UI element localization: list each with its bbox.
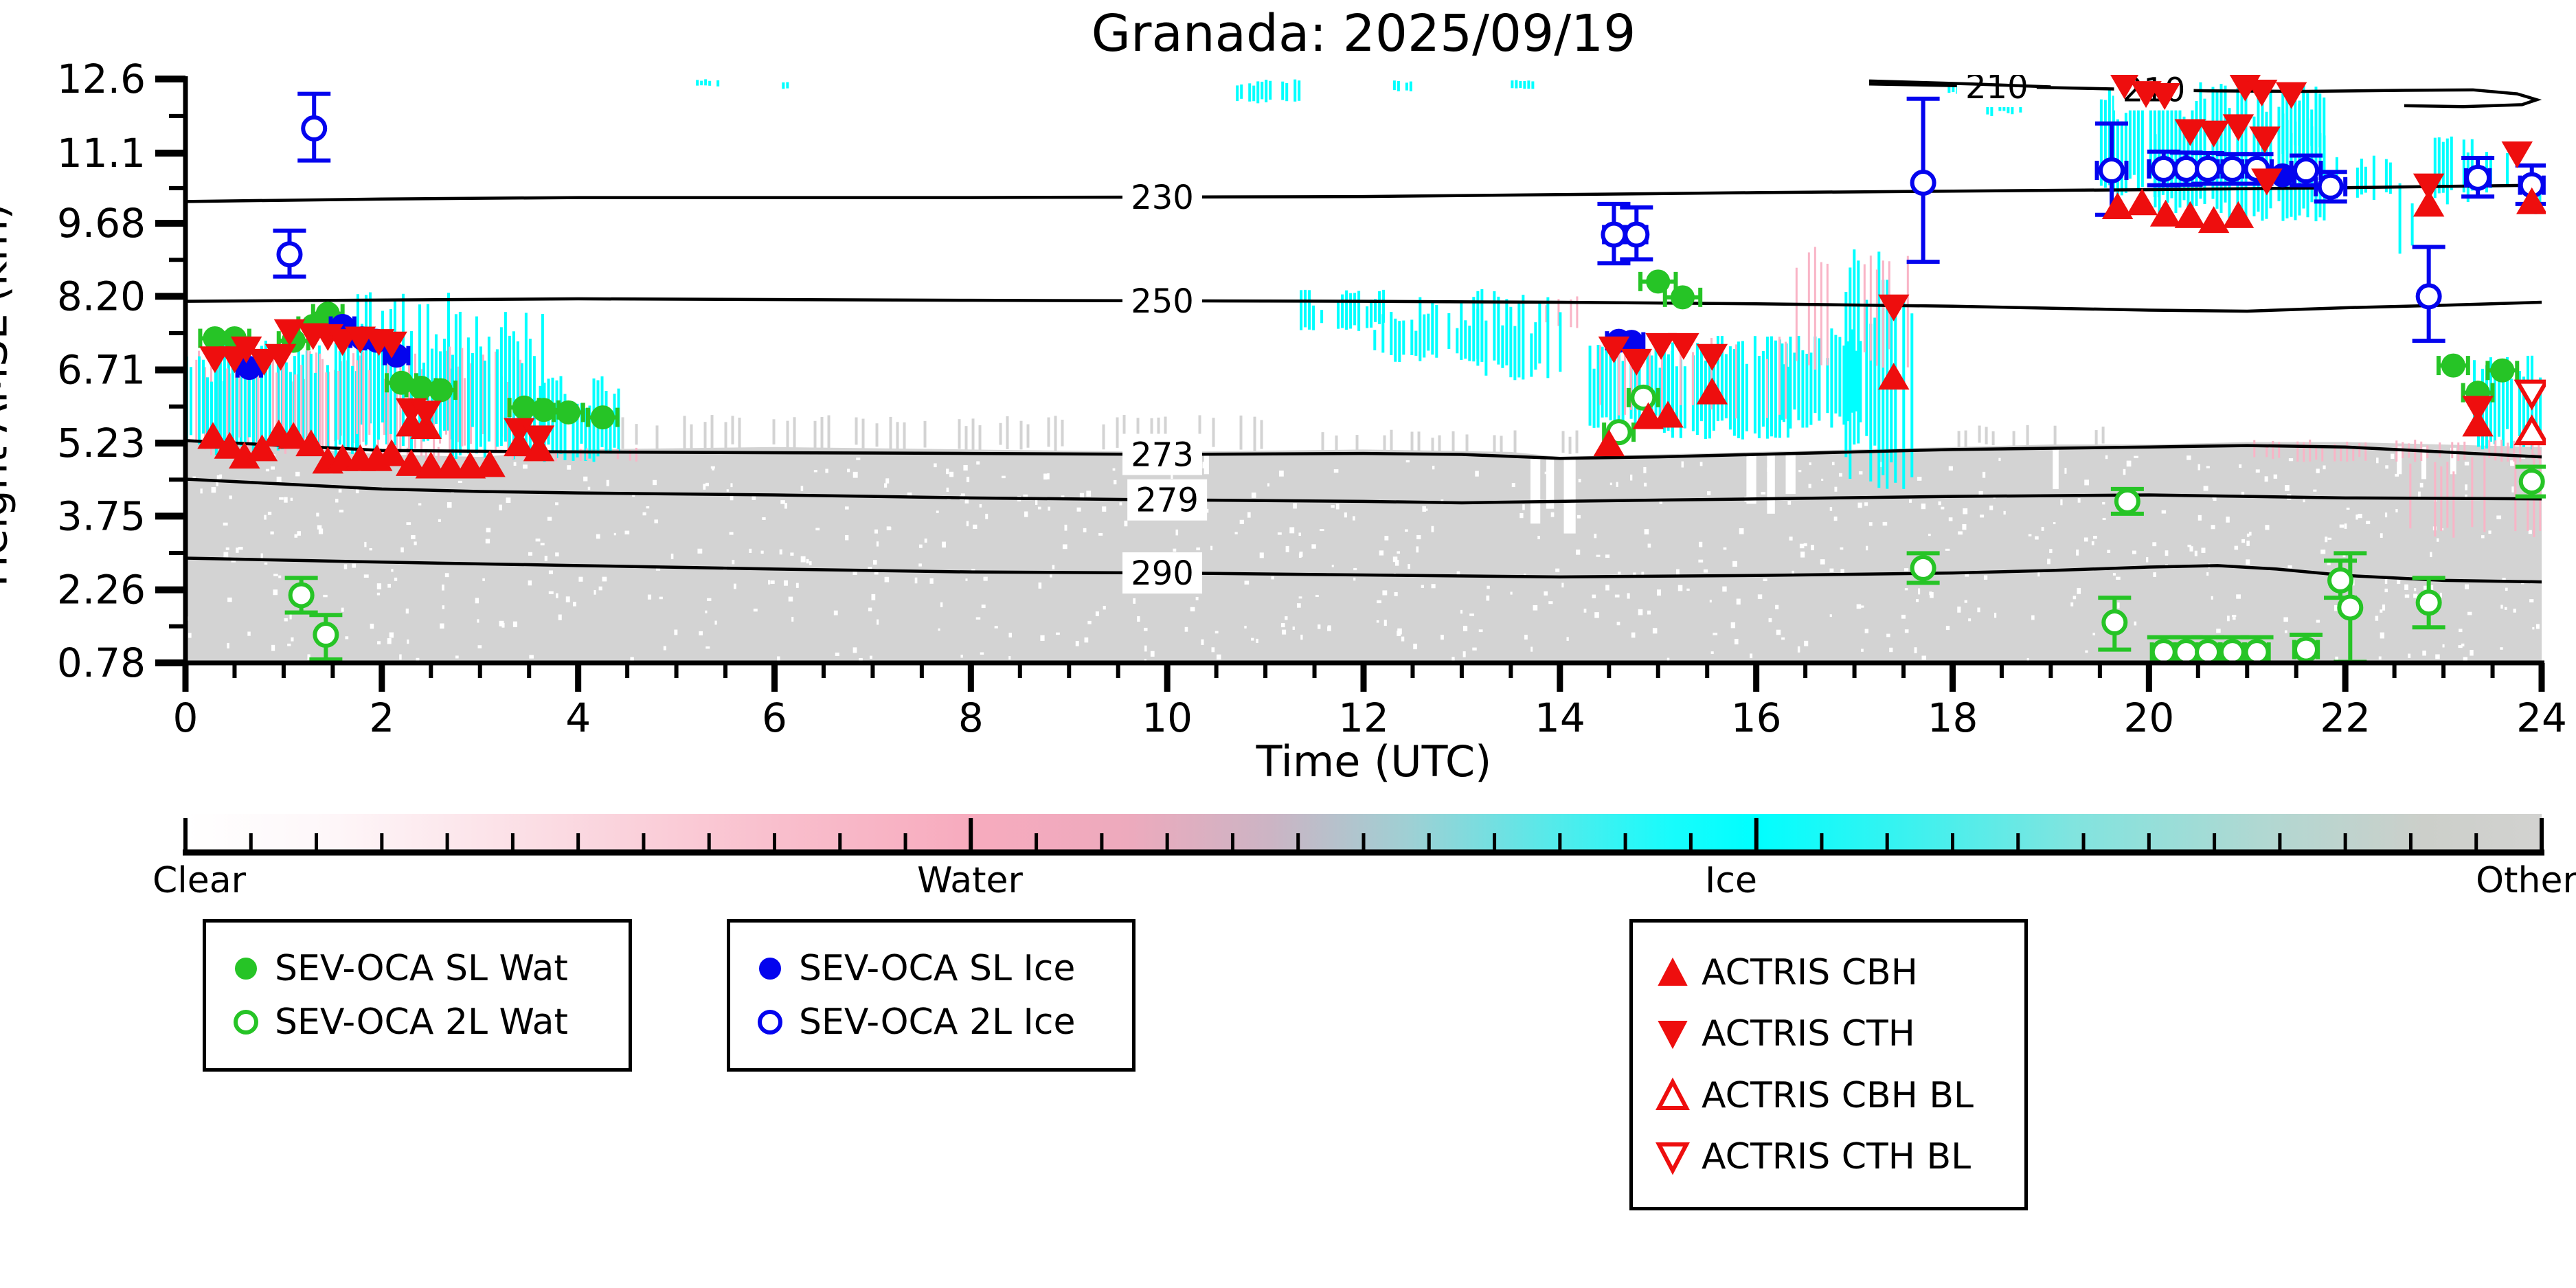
- y-tick-label: 3.75: [57, 493, 146, 539]
- colorbar: [183, 814, 2544, 856]
- circle-open-marker-icon: [234, 1010, 258, 1035]
- x-tick-label: 0: [173, 694, 199, 741]
- legend-item-actris-cbh: ACTRIS CBH: [1653, 942, 2004, 1004]
- y-tick-label: 6.71: [57, 347, 146, 394]
- legend-label: SEV-OCA SL Ice: [799, 948, 1076, 989]
- legend-item-actris-cth-bl: ACTRIS CTH BL: [1653, 1127, 2004, 1188]
- legend-label: ACTRIS CBH: [1702, 951, 1918, 993]
- triangle-filled-marker-icon: [1658, 1021, 1688, 1050]
- y-tick-label: 0.78: [57, 640, 146, 686]
- y-tick-label: 2.26: [57, 567, 146, 613]
- series-sev_oca_sl_wat: [198, 269, 2520, 430]
- colorbar-label-ice: Ice: [1705, 860, 1757, 901]
- triangle-open-marker-icon: [1656, 1077, 1690, 1110]
- x-tick-label: 2: [369, 694, 394, 741]
- y-tick-label: 8.20: [57, 273, 146, 319]
- y-tick-label: 12.6: [57, 56, 146, 102]
- triangle-filled-marker-icon: [1658, 957, 1688, 986]
- circle-filled-marker-icon: [759, 958, 781, 980]
- isotherm-279: [185, 477, 2542, 505]
- x-tick-label: 22: [2320, 694, 2371, 741]
- chart-title: Granada: 2025/09/19: [1091, 4, 1636, 63]
- class-other-region: [185, 439, 2542, 663]
- triangle-open-marker-icon: [1656, 1142, 1690, 1175]
- isotherm-210: [1868, 82, 2542, 109]
- contour-label-230: 230: [1131, 179, 1194, 217]
- series-actris_cth_bl: [2513, 379, 2546, 411]
- contour-label-210: 210: [1965, 68, 2029, 106]
- isotherm-aux: [1868, 79, 2051, 89]
- contour-label-290: 290: [1131, 554, 1194, 593]
- axes: 0 2 4 6 8 10 12 14 16 18 20 22 2412.611.19.688.206.7…: [57, 56, 2567, 741]
- legend-item-sev-oca-2l-wat: SEV-OCA 2L Wat: [227, 995, 608, 1049]
- legend-label: ACTRIS CTH: [1702, 1013, 1915, 1055]
- legend-item-sev-oca-sl-ice: SEV-OCA SL Ice: [751, 942, 1111, 995]
- isotherm-250: [185, 297, 2542, 313]
- legend-sev-oca-ice: SEV-OCA SL Ice SEV-OCA 2L Ice: [727, 919, 1136, 1072]
- circle-open-marker-icon: [758, 1010, 782, 1035]
- legend-item-actris-cth: ACTRIS CTH: [1653, 1004, 2004, 1065]
- plot-area: 210210230250273279290: [185, 68, 2546, 663]
- x-tick-label: 10: [1142, 694, 1193, 741]
- x-tick-label: 14: [1535, 694, 1585, 741]
- series-actris_cbh: [197, 187, 2546, 479]
- legend-label: SEV-OCA SL Wat: [275, 948, 568, 989]
- legend-actris: ACTRIS CBH ACTRIS CTH ACTRIS CBH BL ACTRIS …: [1629, 919, 2028, 1210]
- legend-label: ACTRIS CBH BL: [1702, 1074, 1974, 1116]
- colorbar-label-other: Other: [2476, 860, 2576, 901]
- x-tick-label: 18: [1928, 694, 1978, 741]
- legend-sev-oca-wat: SEV-OCA SL Wat SEV-OCA 2L Wat: [203, 919, 632, 1072]
- x-tick-label: 4: [565, 694, 591, 741]
- isotherm-230: [185, 183, 2542, 203]
- legend-label: SEV-OCA 2L Ice: [799, 1002, 1076, 1043]
- contour-label-273: 273: [1131, 436, 1194, 474]
- circle-filled-marker-icon: [235, 958, 257, 980]
- y-tick-label: 5.23: [57, 420, 146, 466]
- x-tick-label: 20: [2123, 694, 2174, 741]
- x-axis-label: Time (UTC): [1256, 736, 1492, 787]
- legend-item-actris-cbh-bl: ACTRIS CBH BL: [1653, 1065, 2004, 1127]
- series-actris_cbh_bl: [2513, 414, 2546, 446]
- colorbar-label-clear: Clear: [152, 860, 246, 901]
- x-tick-label: 16: [1731, 694, 1782, 741]
- legend-label: SEV-OCA 2L Wat: [275, 1002, 568, 1043]
- legend-label: ACTRIS CTH BL: [1702, 1136, 1971, 1178]
- x-tick-label: 6: [762, 694, 787, 741]
- contour-label-250: 250: [1131, 282, 1194, 321]
- legend-item-sev-oca-2l-ice: SEV-OCA 2L Ice: [751, 995, 1111, 1049]
- y-tick-label: 11.1: [57, 130, 146, 177]
- colorbar-label-water: Water: [917, 860, 1023, 901]
- isotherm-290: [185, 556, 2542, 584]
- x-tick-label: 12: [1338, 694, 1389, 741]
- y-tick-label: 9.68: [57, 200, 146, 247]
- x-tick-label: 8: [958, 694, 984, 741]
- legend-item-sev-oca-sl-wat: SEV-OCA SL Wat: [227, 942, 608, 995]
- contour-label-279: 279: [1136, 482, 1199, 520]
- x-tick-label: 24: [2516, 694, 2567, 741]
- y-axis-label: Height AMSL (km): [0, 203, 17, 587]
- series-actris_cth: [199, 75, 2533, 453]
